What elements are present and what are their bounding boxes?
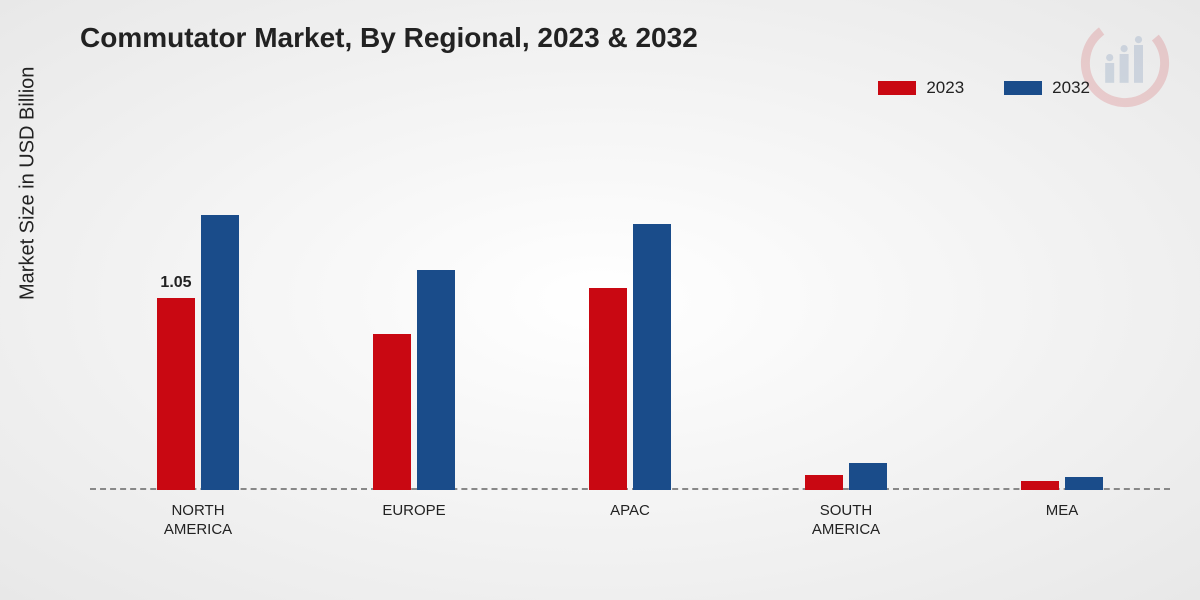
bar-2023-mea: [1021, 481, 1059, 490]
legend: 2023 2032: [878, 78, 1090, 98]
legend-swatch-2023: [878, 81, 916, 95]
legend-swatch-2032: [1004, 81, 1042, 95]
bar-2032-sa: [849, 463, 887, 491]
legend-label-2032: 2032: [1052, 78, 1090, 98]
watermark-logo: [1080, 18, 1170, 108]
bar-2032-mea: [1065, 477, 1103, 490]
x-label-sa: SOUTH AMERICA: [812, 502, 880, 540]
bar-2023-na: [157, 298, 195, 491]
x-axis-baseline: [90, 488, 1170, 490]
x-label-eu: EUROPE: [382, 502, 445, 521]
bar-2032-eu: [417, 270, 455, 490]
chart-title: Commutator Market, By Regional, 2023 & 2…: [80, 22, 698, 54]
bar-2032-na: [201, 215, 239, 490]
bar-2023-eu: [373, 334, 411, 490]
data-label-2023-na: 1.05: [160, 274, 191, 292]
legend-item-2023: 2023: [878, 78, 964, 98]
bar-2023-sa: [805, 475, 843, 490]
legend-label-2023: 2023: [926, 78, 964, 98]
bar-2032-apac: [633, 224, 671, 490]
legend-item-2032: 2032: [1004, 78, 1090, 98]
x-label-na: NORTH AMERICA: [164, 502, 232, 540]
plot-area: 1.05: [90, 160, 1170, 490]
y-axis-label: Market Size in USD Billion: [17, 67, 40, 300]
x-label-mea: MEA: [1046, 502, 1079, 521]
x-label-apac: APAC: [610, 502, 650, 521]
bar-2023-apac: [589, 288, 627, 490]
